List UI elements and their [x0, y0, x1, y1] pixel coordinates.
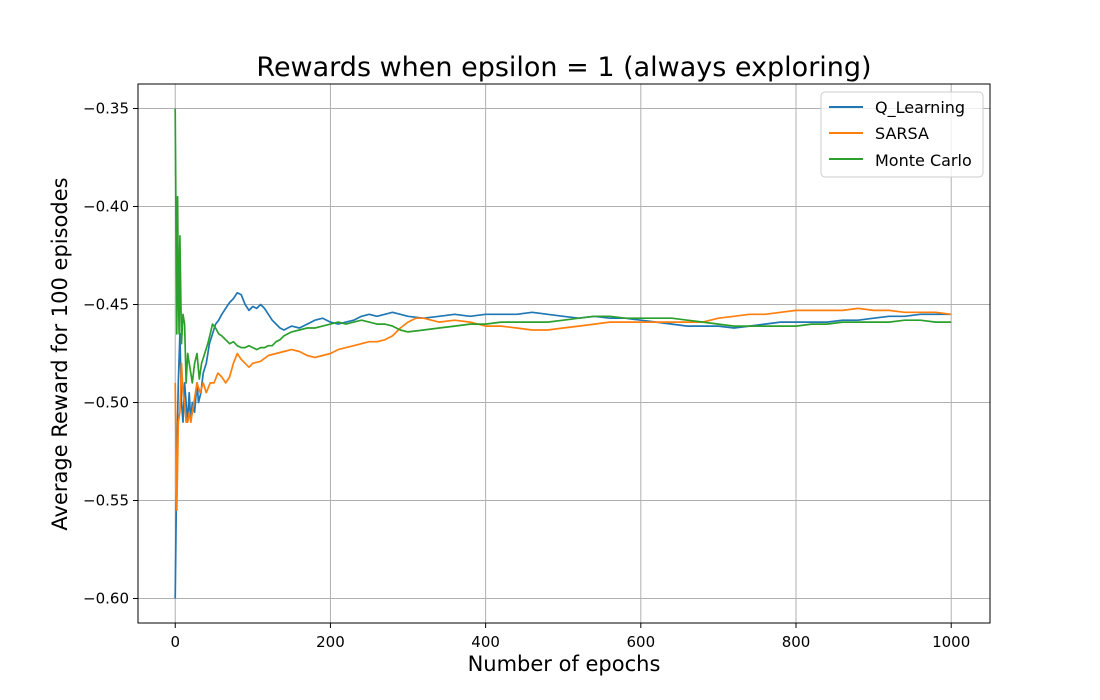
y-tick-label: −0.40 [83, 198, 129, 216]
y-tick-label: −0.60 [83, 590, 129, 608]
y-axis: −0.60 −0.55 −0.50 −0.45 −0.40 −0.35 [83, 100, 138, 608]
y-tick-label: −0.35 [83, 100, 129, 118]
plot-frame [137, 83, 991, 624]
legend-label-sarsa: SARSA [875, 124, 929, 143]
series-line-sarsa [174, 307, 952, 512]
x-tick-label: 1000 [932, 633, 970, 651]
y-tick-label: −0.55 [83, 492, 129, 510]
x-axis-label: Number of epochs [468, 652, 661, 676]
x-tick-label: 400 [471, 633, 500, 651]
x-tick-label: 600 [626, 633, 655, 651]
x-tick-label: 0 [170, 633, 180, 651]
series-line-monte-carlo [174, 108, 952, 384]
y-tick-label: −0.50 [83, 394, 129, 412]
x-axis: 0 200 400 600 800 1000 [170, 623, 970, 651]
legend: Q_Learning SARSA Monte Carlo [820, 91, 984, 178]
series-line-q-learning [174, 291, 952, 599]
x-tick-label: 200 [316, 633, 345, 651]
x-tick-label: 800 [782, 633, 811, 651]
legend-label-q-learning: Q_Learning [875, 98, 965, 118]
y-tick-label: −0.45 [83, 296, 129, 314]
y-axis-label: Average Reward for 100 episodes [48, 177, 72, 530]
legend-box [820, 91, 984, 178]
series-layer [174, 108, 952, 599]
legend-label-monte-carlo: Monte Carlo [875, 151, 972, 170]
chart-title: Rewards when epsilon = 1 (always explori… [256, 52, 871, 83]
